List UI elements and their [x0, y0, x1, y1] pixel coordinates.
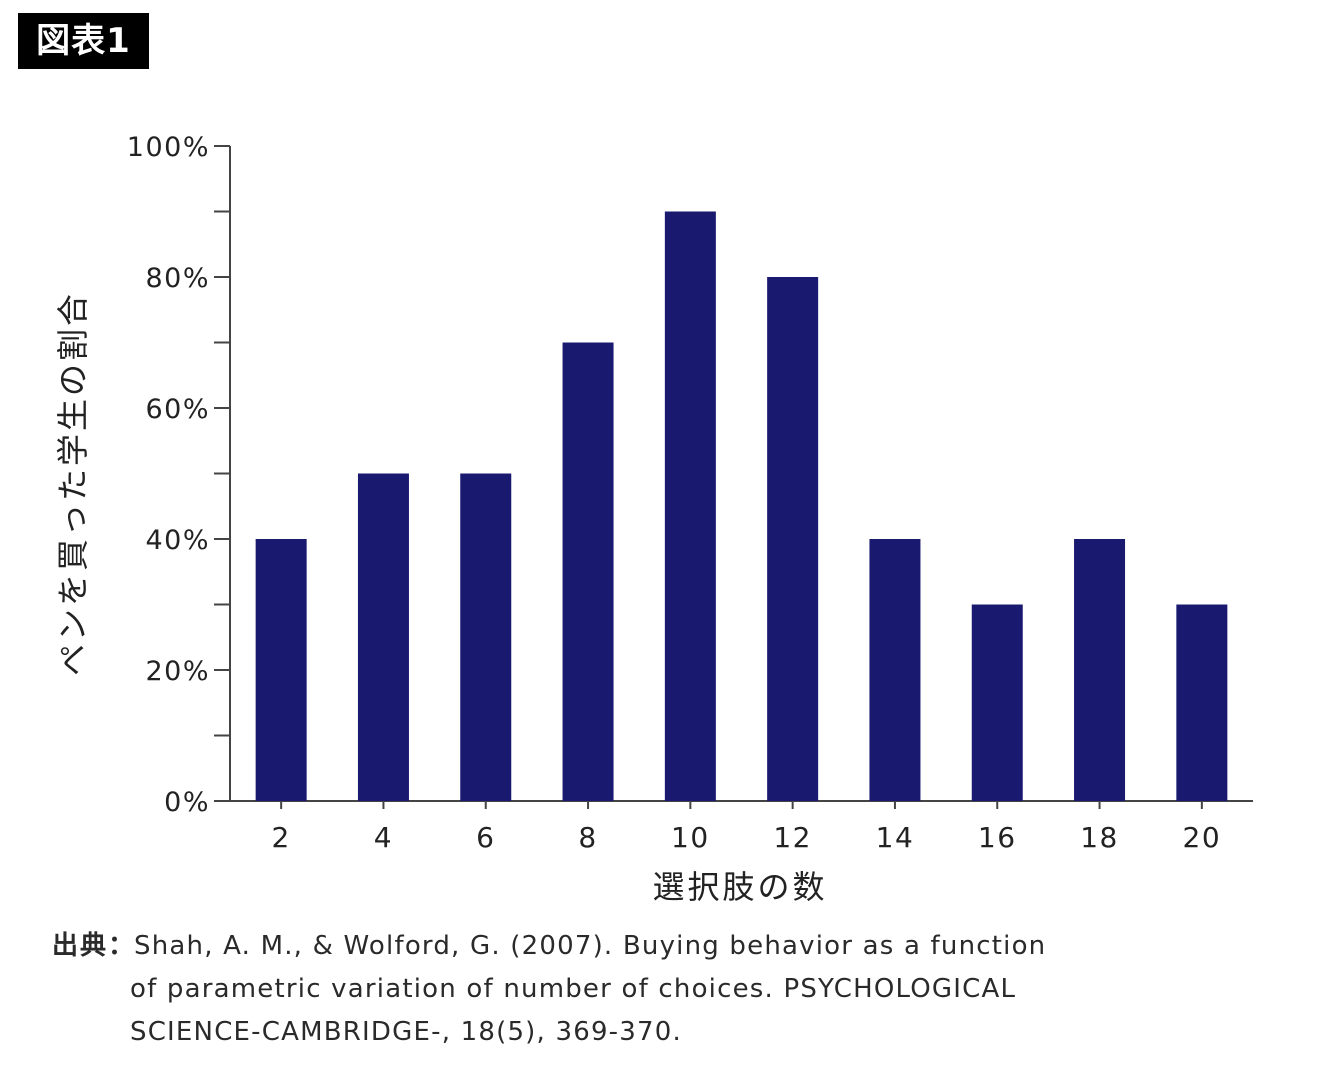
citation-line-3: SCIENCE-CAMBRIDGE-, 18(5), 369-370.	[130, 1017, 682, 1047]
bar	[767, 277, 819, 801]
bar	[357, 473, 409, 801]
bar	[460, 473, 512, 801]
bar	[869, 539, 921, 801]
bars	[255, 211, 1228, 801]
citation-text-1: Shah, A. M., & Wolford, G. (2007). Buyin…	[134, 931, 1047, 961]
y-tick-label: 100%	[127, 132, 210, 163]
y-axis: 0% 20% 40% 60% 80% 100%	[127, 132, 231, 818]
x-tick-label: 18	[1080, 821, 1119, 854]
bar	[255, 539, 307, 801]
x-tick-label: 2	[271, 821, 290, 854]
y-tick-label: 20%	[145, 656, 210, 687]
x-tick-label: 8	[578, 821, 597, 854]
citation: 出典：Shah, A. M., & Wolford, G. (2007). Bu…	[52, 925, 1322, 1054]
citation-line-2: of parametric variation of number of cho…	[130, 974, 1017, 1004]
figure-tag: 図表1	[18, 13, 149, 69]
x-tick-label: 4	[374, 821, 393, 854]
y-axis-title: ペンを買った学生の割合	[54, 291, 92, 676]
y-tick-label: 40%	[145, 525, 210, 556]
x-tick-label: 14	[876, 821, 915, 854]
y-tick-label: 0%	[164, 787, 210, 818]
x-tick-label: 20	[1183, 821, 1222, 854]
citation-line-1: 出典：Shah, A. M., & Wolford, G. (2007). Bu…	[52, 925, 1322, 968]
citation-prefix: 出典：	[52, 931, 137, 961]
x-axis-title: 選択肢の数	[652, 868, 827, 906]
y-tick-label: 60%	[145, 394, 210, 425]
bar-chart: 0% 20% 40% 60% 80% 100% 2 4 6 8 10 12 14 16 18 20 ペンを買…	[54, 132, 1253, 906]
x-tick-label: 16	[978, 821, 1017, 854]
bar	[562, 342, 614, 801]
bar	[1176, 604, 1228, 801]
x-axis: 2 4 6 8 10 12 14 16 18 20	[230, 800, 1253, 854]
x-tick-label: 12	[773, 821, 812, 854]
bar	[1074, 539, 1126, 801]
x-tick-label: 10	[671, 821, 710, 854]
x-tick-label: 6	[476, 821, 495, 854]
y-tick-label: 80%	[145, 263, 210, 294]
bar	[971, 604, 1023, 801]
bar	[664, 211, 716, 801]
